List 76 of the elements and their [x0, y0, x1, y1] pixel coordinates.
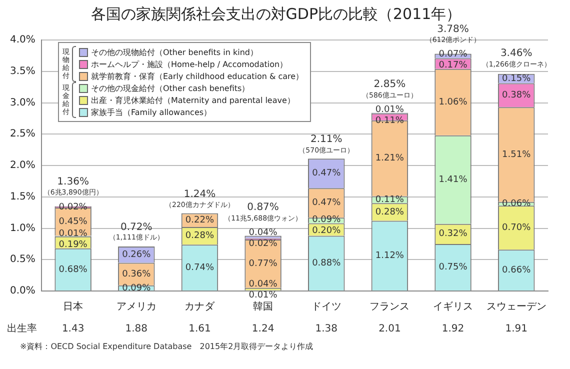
text: 2.01 [378, 324, 401, 335]
data-label: 0.09% [122, 283, 152, 294]
y-tick-label: 3.0% [10, 97, 36, 108]
x-tick-label: イギリス [433, 300, 474, 313]
total-label: 1.36% [57, 176, 89, 188]
data-label: 0.77% [248, 259, 278, 270]
data-label: 0.74% [185, 262, 214, 273]
data-label: 0.45% [58, 217, 88, 228]
data-label: 0.88% [312, 258, 342, 268]
data-label: 0.02% [248, 238, 278, 249]
data-label: 0.66% [502, 265, 532, 276]
text: 出生率 [7, 322, 37, 335]
data-label: 0.47% [312, 168, 342, 179]
data-label: 0.47% [312, 198, 342, 208]
total-label: 3.78% [437, 24, 469, 35]
legend-label: その他の現物給付（Other benefits in kind） [91, 46, 258, 58]
data-label: 0.04% [248, 228, 278, 238]
text: 1.61 [188, 324, 211, 335]
text: 1.43 [62, 324, 84, 335]
x-tick-label: スウェーデン [486, 302, 546, 313]
y-tick-label: 1.0% [10, 222, 36, 234]
y-tick-label: 0.5% [10, 254, 36, 266]
x-tick-label: アメリカ [116, 302, 156, 313]
total-label: 1.24% [184, 188, 216, 200]
y-tick-label: 3.5% [10, 66, 36, 77]
text: 1.92 [442, 324, 464, 335]
legend-label: ホームヘルプ・施設（Home-help / Accomodation） [91, 58, 288, 70]
y-tick-label: 1.5% [10, 191, 36, 202]
total-label: 3.46% [500, 48, 532, 60]
total-label: 0.87% [247, 202, 279, 214]
y-tick-label: 4.0% [10, 34, 36, 46]
x-tick-label: 韓国 [253, 300, 274, 313]
total-label: 2.11% [310, 134, 342, 146]
data-label: 1.12% [375, 250, 404, 261]
data-label: 0.01% [375, 104, 404, 115]
data-label: 1.06% [438, 97, 468, 108]
x-tick-label: フランス [370, 302, 410, 313]
data-label: 0.04% [248, 280, 278, 290]
data-label: 0.28% [185, 231, 214, 242]
x-tick-label: ドイツ [311, 302, 342, 313]
text: 1.24 [252, 324, 274, 335]
total-label: 2.85% [374, 79, 406, 90]
data-label: 1.51% [502, 150, 532, 160]
legend-label: 就学前教育・保育（Early childhood education & care） [91, 70, 304, 82]
data-label: 0.68% [58, 264, 88, 275]
data-label: 0.20% [312, 226, 342, 236]
y-tick-label: 2.5% [10, 128, 36, 140]
data-label: 1.21% [375, 154, 404, 164]
data-label: 0.26% [122, 250, 152, 260]
data-label: 0.11% [375, 195, 404, 206]
data-label: 0.15% [502, 74, 532, 84]
data-label: 0.38% [502, 90, 532, 101]
text: ※資料：OECD Social Expenditure Database 2015年2月取得データより作成 [20, 342, 314, 352]
data-label: 0.17% [438, 60, 468, 71]
x-tick-label: カナダ [184, 300, 216, 313]
text: 1.38 [315, 324, 338, 335]
data-label: 0.36% [122, 269, 152, 280]
data-label: 0.01% [248, 290, 278, 301]
chart-title: 各国の家族関係社会支出の対GDP比の比較（2011年） [90, 4, 462, 23]
legend-label: 出産・育児休業給付（Maternity and parental leave） [91, 94, 295, 106]
y-tick-label: 2.0% [10, 160, 36, 172]
legend-label: 家族手当（Family allowances） [91, 106, 212, 118]
data-label: 0.70% [502, 222, 532, 233]
data-label: 1.41% [438, 174, 468, 185]
total-label: 0.72% [120, 222, 152, 234]
x-tick-label: 日本 [63, 300, 84, 313]
data-label: 0.01% [58, 229, 88, 240]
data-label: 0.28% [375, 207, 404, 218]
data-label: 0.75% [438, 262, 468, 273]
data-label: 0.22% [185, 215, 214, 226]
y-tick-label: 0.0% [10, 286, 36, 297]
legend-label: その他の現金給付（Other cash benefits） [91, 82, 250, 94]
text: 1.91 [505, 324, 528, 335]
text: 1.88 [125, 324, 148, 335]
data-label: 0.32% [438, 229, 468, 240]
data-label: 0.19% [58, 240, 88, 250]
